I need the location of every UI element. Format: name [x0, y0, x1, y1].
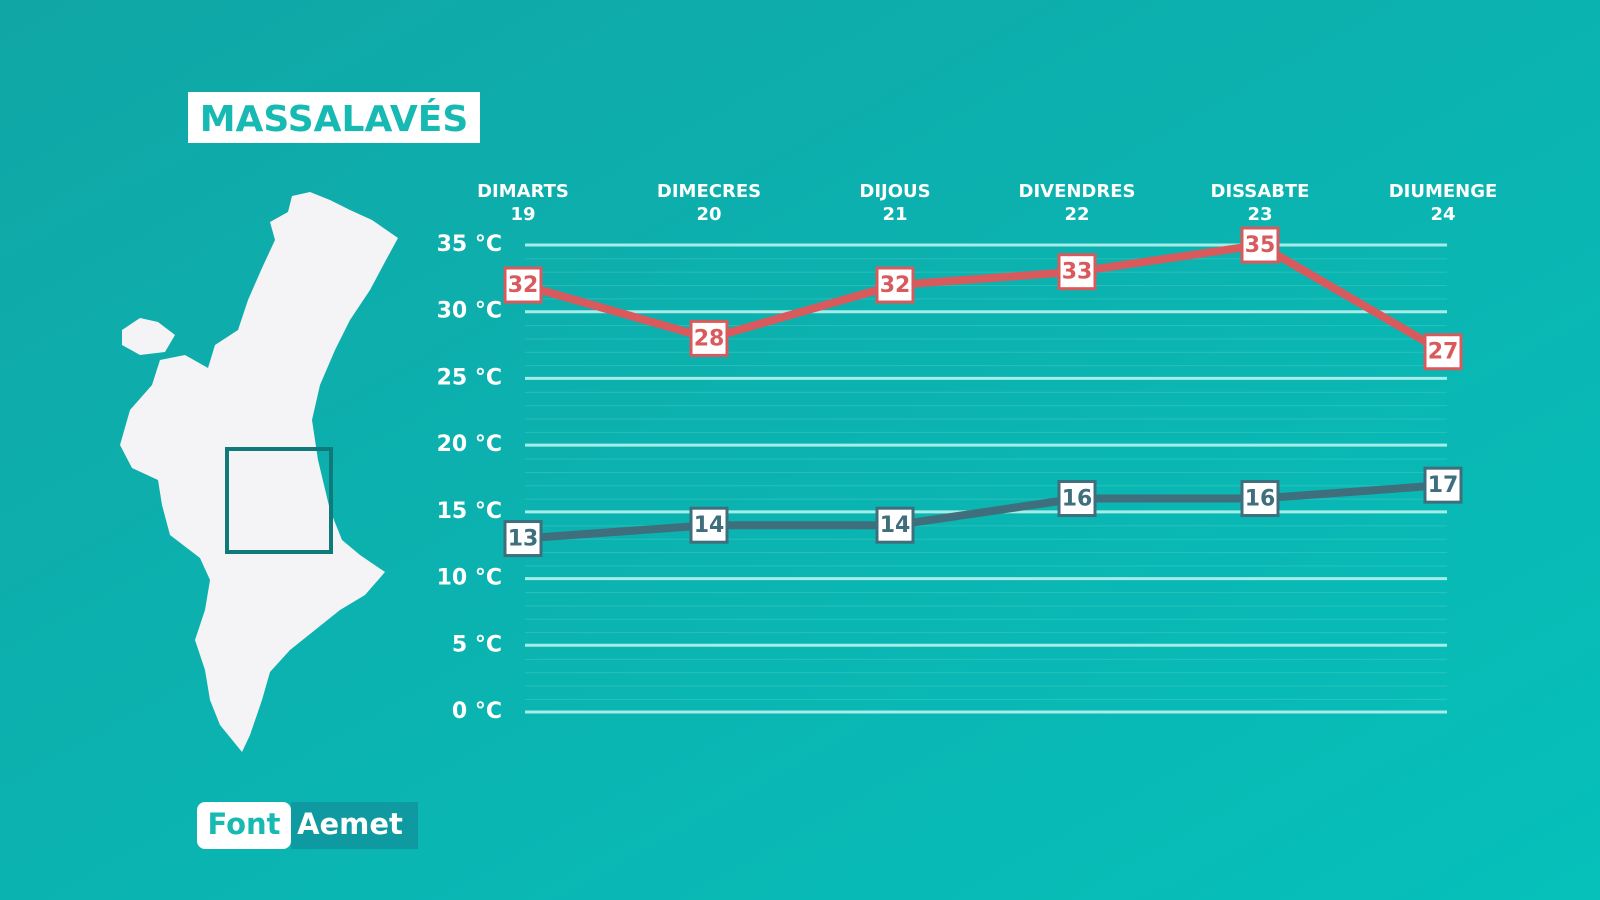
- title-box: [188, 92, 480, 143]
- data-label: 13: [508, 527, 539, 552]
- x-tick-date: 21: [882, 204, 907, 225]
- data-label: 35: [1245, 233, 1276, 258]
- data-label-box: [875, 506, 915, 544]
- data-label-box: [1423, 466, 1463, 504]
- x-tick-label: DIUMENGE: [1389, 181, 1498, 202]
- x-tick-label: DISSABTE: [1211, 181, 1310, 202]
- y-tick-label: 25 °C: [437, 365, 502, 390]
- data-label: 33: [1062, 260, 1093, 285]
- chart-title: MASSALAVÉS: [200, 98, 469, 140]
- y-tick-label: 0 °C: [452, 699, 502, 724]
- data-label-box: [689, 506, 729, 544]
- source-box: [291, 802, 418, 849]
- data-label: 17: [1428, 473, 1459, 498]
- x-tick-date: 24: [1430, 204, 1455, 225]
- source-label-box: [197, 802, 291, 849]
- region-map: [120, 192, 398, 752]
- x-tick-date: 20: [696, 204, 721, 225]
- y-tick-label: 20 °C: [437, 432, 502, 457]
- data-label: 16: [1245, 487, 1276, 512]
- data-label-box: [875, 266, 915, 304]
- data-label-box: [1240, 226, 1280, 264]
- y-tick-label: 30 °C: [437, 299, 502, 324]
- data-label: 28: [694, 326, 725, 351]
- data-label: 14: [694, 513, 725, 538]
- data-label-box: [1057, 480, 1097, 518]
- series-line: [522, 481, 1444, 543]
- data-label-box: [503, 520, 543, 558]
- x-tick-date: 22: [1064, 204, 1089, 225]
- x-tick-label: DIVENDRES: [1019, 181, 1136, 202]
- source-label: Font: [207, 807, 280, 841]
- y-tick-label: 10 °C: [437, 566, 502, 591]
- x-tick-label: DIMECRES: [657, 181, 761, 202]
- x-tick-date: 23: [1247, 204, 1272, 225]
- x-tick-label: DIMARTS: [477, 181, 569, 202]
- series-line: [521, 241, 1446, 356]
- x-tick-label: DIJOUS: [859, 181, 930, 202]
- data-label: 32: [508, 273, 539, 298]
- data-label-box: [503, 266, 543, 304]
- data-label: 32: [880, 273, 911, 298]
- y-tick-label: 5 °C: [452, 632, 502, 657]
- data-label-box: [1057, 253, 1097, 291]
- data-label-box: [1240, 480, 1280, 518]
- data-label: 16: [1062, 487, 1093, 512]
- y-tick-label: 15 °C: [437, 499, 502, 524]
- data-label: 27: [1428, 340, 1459, 365]
- y-tick-label: 35 °C: [437, 232, 502, 257]
- minor-grid: [525, 245, 1447, 712]
- location-box: [225, 447, 333, 554]
- source: Aemet: [297, 807, 403, 841]
- data-label: 14: [880, 513, 911, 538]
- x-tick-date: 19: [510, 204, 535, 225]
- data-label-box: [1423, 333, 1463, 371]
- data-label-box: [689, 319, 729, 357]
